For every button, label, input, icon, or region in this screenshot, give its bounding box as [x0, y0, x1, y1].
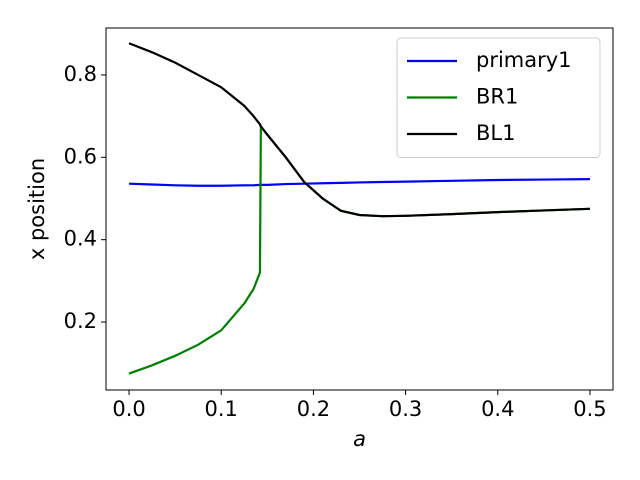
legend: primary1 BR1 BL1 [396, 37, 601, 158]
x-tick-label: 0.2 [297, 397, 330, 421]
y-tick-label: 0.2 [64, 309, 97, 333]
plot-frame [105, 27, 614, 391]
series-line [128, 123, 590, 375]
x-tick-label: 0.4 [481, 397, 514, 421]
y-tick-label: 0.6 [64, 144, 97, 168]
series-line [129, 178, 590, 187]
y-axis-label: x position [25, 158, 49, 260]
x-tick-label: 0.0 [112, 397, 145, 421]
legend-label: primary1 [476, 48, 572, 72]
y-tick-label: 0.8 [64, 62, 97, 86]
legend-label: BR1 [476, 85, 518, 109]
series-line [128, 42, 590, 218]
legend-label: BL1 [476, 121, 515, 145]
x-tick-label: 0.3 [389, 397, 422, 421]
legend-box [396, 37, 601, 158]
x-tick-label: 0.5 [573, 397, 606, 421]
x-tick-label: 0.1 [205, 397, 238, 421]
x-axis-label: a [353, 427, 366, 451]
y-tick-label: 0.4 [64, 227, 97, 251]
